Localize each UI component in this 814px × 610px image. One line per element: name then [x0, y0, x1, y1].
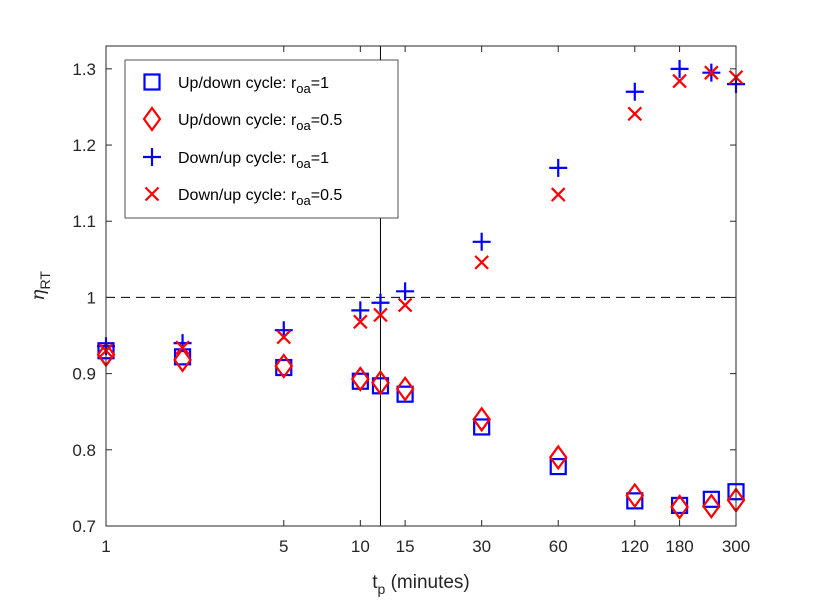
legend-label-downup-05: Down/up cycle: roa=0.5	[178, 187, 342, 208]
data-point-x	[704, 65, 719, 80]
data-point-diamond	[395, 375, 415, 402]
data-point-diamond	[371, 369, 390, 396]
data-point-plus	[549, 158, 568, 177]
legend-markers	[142, 73, 162, 202]
data-point-plus	[670, 59, 689, 78]
data-point-x	[474, 255, 489, 270]
data-point-x	[276, 329, 292, 345]
data-point-square	[473, 418, 491, 436]
x-tick-label: 120	[621, 537, 649, 556]
plot-frame	[105, 45, 737, 527]
x-tick-label: 300	[722, 537, 750, 556]
data-point-diamond	[472, 406, 492, 433]
data-point-diamond	[625, 482, 645, 509]
legend-marker-plus	[143, 148, 161, 166]
x-tick-label: 180	[665, 537, 693, 556]
data-point-diamond	[701, 493, 721, 520]
data-point-square	[549, 457, 567, 476]
data-point-x	[175, 340, 190, 355]
data-point-plus	[371, 293, 390, 312]
data-point-x	[550, 187, 566, 202]
legend-label-downup-1: Down/up cycle: roa=1	[178, 150, 329, 171]
data-point-square	[702, 490, 720, 508]
data-point-diamond	[173, 347, 192, 373]
y-tick-label: 0.7	[72, 517, 96, 536]
data-point-plus	[396, 282, 415, 301]
data-markers	[96, 59, 746, 520]
legend-marker-square	[143, 73, 161, 91]
data-point-diamond	[274, 353, 294, 379]
y-tick-label: 1.3	[72, 60, 96, 79]
legend-marker-x	[144, 186, 160, 202]
data-point-plus	[472, 232, 491, 251]
legend-label-updown-1: Up/down cycle: roa=1	[178, 75, 329, 96]
data-point-plus	[351, 301, 370, 320]
x-axis-title: tp (minutes)	[372, 572, 470, 597]
legend-marker-diamond	[142, 106, 162, 132]
data-point-x	[672, 73, 687, 89]
data-point-diamond	[548, 444, 568, 471]
y-tick-label: 0.9	[72, 365, 96, 384]
data-point-plus	[625, 82, 644, 101]
data-point-diamond	[350, 366, 370, 392]
y-tick-label: 0.8	[72, 441, 96, 460]
legend-label-updown-05: Up/down cycle: roa=0.5	[178, 112, 342, 133]
data-point-x	[397, 297, 413, 313]
legend: Up/down cycle: roa=1 Up/down cycle: roa=…	[124, 59, 399, 219]
y-tick-label: 1.1	[72, 212, 96, 231]
x-tick-label: 30	[472, 537, 491, 556]
legend-box	[124, 59, 399, 219]
data-point-x	[353, 314, 368, 330]
data-point-x	[373, 307, 388, 323]
y-axis-title: ηRT	[27, 271, 53, 301]
x-tick-label: 5	[279, 537, 288, 556]
x-tick-label: 1	[101, 537, 110, 556]
x-tick-label: 10	[351, 537, 370, 556]
y-tick-label: 1.2	[72, 136, 96, 155]
data-point-diamond	[670, 494, 689, 520]
data-point-x	[627, 106, 643, 122]
x-tick-label: 15	[396, 537, 415, 556]
y-tick-label: 1	[87, 288, 96, 307]
x-tick-label: 60	[549, 537, 568, 556]
